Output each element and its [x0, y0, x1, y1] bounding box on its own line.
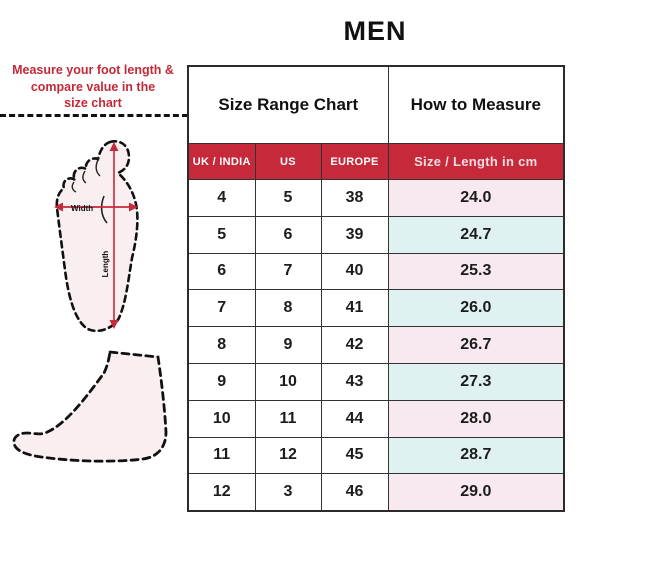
width-label: Width: [71, 204, 93, 213]
length-cm-cell: 24.7: [387, 215, 565, 254]
table-row: 8 9 42 26.7: [187, 326, 565, 364]
size-table: Size Range Chart How to Measure UK / IND…: [187, 65, 566, 513]
eu-size-cell: 44: [320, 399, 389, 438]
us-size-cell: 8: [254, 289, 322, 328]
uk-size-cell: 9: [187, 362, 256, 401]
table-row: 11 12 45 28.7: [187, 436, 565, 475]
us-size-cell: 6: [254, 215, 322, 254]
length-cm-cell: 26.0: [387, 289, 565, 328]
footprint-outline-icon: [55, 140, 139, 333]
toe-crease-icon: [95, 157, 101, 177]
us-size-cell: 7: [254, 252, 322, 291]
group-header-how-to-measure: How to Measure: [387, 65, 565, 144]
uk-size-cell: 8: [187, 326, 256, 364]
length-cm-cell: 28.0: [387, 399, 565, 438]
instruction-line-3: size chart: [64, 96, 122, 110]
table-row: 7 8 41 26.0: [187, 289, 565, 328]
ball-crease-icon: [100, 195, 108, 224]
uk-size-cell: 12: [187, 473, 256, 512]
uk-size-cell: 6: [187, 252, 256, 291]
eu-size-cell: 43: [320, 362, 389, 401]
us-size-cell: 3: [254, 473, 322, 512]
column-header-us: US: [254, 143, 322, 180]
length-cm-cell: 26.7: [387, 326, 565, 364]
side-foot-outline-icon: [12, 350, 168, 463]
table-row: 10 11 44 28.0: [187, 399, 565, 438]
table-column-header-row: UK / INDIA US EUROPE Size / Length in cm: [187, 143, 565, 180]
uk-size-cell: 10: [187, 399, 256, 438]
us-size-cell: 12: [254, 436, 322, 475]
eu-size-cell: 38: [320, 179, 389, 217]
us-size-cell: 9: [254, 326, 322, 364]
uk-size-cell: 4: [187, 179, 256, 217]
eu-size-cell: 40: [320, 252, 389, 291]
side-foot-diagram: [12, 350, 168, 463]
eu-size-cell: 39: [320, 215, 389, 254]
us-size-cell: 11: [254, 399, 322, 438]
table-row: 12 3 46 29.0: [187, 473, 565, 512]
uk-size-cell: 7: [187, 289, 256, 328]
length-cm-cell: 27.3: [387, 362, 565, 401]
length-arrow-head-bottom-icon: [109, 320, 119, 329]
width-arrow-head-right-icon: [129, 202, 138, 212]
column-header-europe: EUROPE: [320, 143, 389, 180]
us-size-cell: 5: [254, 179, 322, 217]
table-row: 5 6 39 24.7: [187, 215, 565, 254]
uk-size-cell: 11: [187, 436, 256, 475]
length-label: Length: [101, 251, 110, 278]
footprint-diagram: Width Length: [54, 140, 139, 333]
column-header-size-length-cm: Size / Length in cm: [387, 143, 565, 180]
eu-size-cell: 41: [320, 289, 389, 328]
us-size-cell: 10: [254, 362, 322, 401]
instruction-line-2: compare value in the: [30, 79, 156, 94]
dashed-separator-line: [0, 114, 188, 117]
toe-crease-icon: [82, 170, 87, 184]
eu-size-cell: 42: [320, 326, 389, 364]
length-cm-cell: 25.3: [387, 252, 565, 291]
table-row: 9 10 43 27.3: [187, 362, 565, 401]
width-arrow-head-left-icon: [54, 202, 63, 212]
eu-size-cell: 45: [320, 436, 389, 475]
length-arrow-head-top-icon: [109, 142, 119, 151]
page-title: MEN: [343, 16, 407, 46]
length-cm-cell: 29.0: [387, 473, 565, 512]
instruction-line-1: Measure your foot length &: [12, 63, 174, 77]
table-row: 6 7 40 25.3: [187, 252, 565, 291]
uk-size-cell: 5: [187, 215, 256, 254]
length-cm-cell: 28.7: [387, 436, 565, 475]
length-cm-cell: 24.0: [387, 179, 565, 217]
instruction-text: Measure your foot length & compare value…: [2, 62, 184, 112]
toe-crease-icon: [71, 181, 77, 193]
eu-size-cell: 46: [320, 473, 389, 512]
group-header-size-range-chart: Size Range Chart: [187, 65, 389, 144]
table-row: 4 5 38 24.0: [187, 179, 565, 217]
table-group-header-row: Size Range Chart How to Measure: [187, 65, 565, 144]
column-header-uk-india: UK / INDIA: [187, 143, 256, 180]
